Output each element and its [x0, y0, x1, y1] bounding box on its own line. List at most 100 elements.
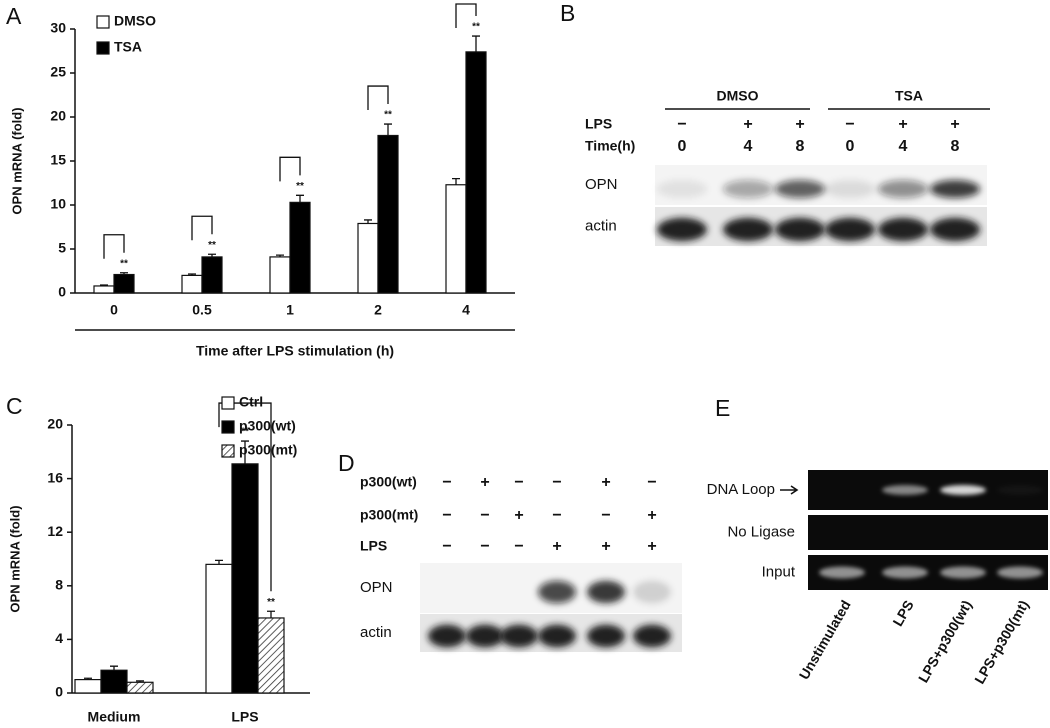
significance-mark: ** — [384, 110, 392, 121]
y-tick-label: 20 — [47, 416, 63, 432]
gel-row-label: DNA Loop — [707, 481, 775, 498]
band — [587, 580, 625, 604]
bar — [205, 563, 233, 694]
condition-sign: + — [950, 116, 959, 133]
bar — [465, 51, 487, 294]
condition-sign: − — [442, 507, 451, 524]
condition-sign: − — [480, 538, 489, 555]
row-label: p300(wt) — [360, 474, 417, 490]
band — [587, 624, 625, 648]
gel-band — [882, 485, 928, 495]
band — [930, 217, 980, 242]
bar — [231, 463, 259, 694]
band — [657, 217, 707, 242]
bar — [74, 678, 102, 694]
gel-band — [997, 485, 1043, 495]
gel-band — [940, 566, 986, 579]
error-bar — [208, 253, 216, 257]
gel-row-label: Input — [762, 563, 796, 580]
y-tick-label: 15 — [50, 152, 66, 168]
y-tick-label: 30 — [50, 20, 66, 36]
bar — [100, 669, 128, 694]
x-tick-label: LPS — [231, 709, 258, 725]
band — [723, 180, 773, 198]
x-tick-label: 0 — [110, 302, 118, 318]
panel-label: E — [715, 395, 730, 421]
band — [633, 624, 671, 648]
band — [878, 217, 928, 242]
band — [723, 217, 773, 242]
condition-sign: + — [898, 116, 907, 133]
significance-bracket — [191, 215, 213, 241]
gel-band — [997, 566, 1043, 579]
y-tick-label: 0 — [58, 284, 66, 300]
significance-mark: ** — [267, 597, 275, 608]
band — [538, 624, 576, 648]
condition-sign: − — [647, 474, 656, 491]
band-label: actin — [360, 624, 392, 641]
gel-row-label: No Ligase — [727, 523, 795, 540]
condition-sign: − — [514, 538, 523, 555]
error-bar — [472, 35, 480, 52]
error-bar — [364, 219, 372, 224]
legend-label: p300(mt) — [239, 442, 297, 458]
arrow — [780, 485, 799, 495]
condition-sign: − — [514, 474, 523, 491]
error-bar — [188, 273, 196, 276]
condition-sign: + — [601, 538, 610, 555]
x-axis-label: Time after LPS stimulation (h) — [196, 343, 394, 359]
bar — [201, 256, 223, 294]
error-bar — [100, 284, 108, 286]
group-label: TSA — [895, 88, 923, 104]
condition-sign: + — [795, 116, 804, 133]
error-bar — [84, 677, 92, 680]
error-bar — [110, 665, 118, 671]
significance-bracket — [103, 234, 125, 259]
condition-sign: + — [480, 474, 489, 491]
condition-sign: − — [552, 474, 561, 491]
band — [878, 180, 928, 198]
significance-bracket — [218, 402, 272, 592]
significance-bracket — [279, 156, 301, 182]
condition-sign: 0 — [678, 138, 687, 155]
condition-sign: − — [480, 507, 489, 524]
band — [775, 217, 825, 242]
x-tick-label: 1 — [286, 302, 294, 318]
band-label: OPN — [585, 176, 618, 193]
condition-sign: 4 — [744, 138, 753, 155]
y-tick-label: 10 — [50, 196, 66, 212]
row-label: LPS — [585, 116, 612, 132]
legend-label: DMSO — [114, 13, 156, 29]
legend-swatch — [221, 420, 235, 434]
band — [500, 624, 538, 648]
bar — [93, 285, 115, 294]
panel-label: D — [338, 450, 355, 476]
significance-mark: ** — [472, 22, 480, 33]
gel-band — [940, 485, 986, 495]
band — [930, 180, 980, 198]
band — [633, 580, 671, 604]
y-tick-label: 8 — [55, 577, 63, 593]
error-bar — [241, 440, 249, 464]
bar — [113, 273, 135, 294]
y-tick-label: 16 — [47, 469, 63, 485]
panel-label: C — [6, 393, 23, 419]
x-tick-label: 2 — [374, 302, 382, 318]
lane-label: Unstimulated — [796, 597, 854, 682]
condition-sign: − — [442, 538, 451, 555]
x-tick-label: 4 — [462, 302, 470, 318]
gel-band — [882, 566, 928, 579]
significance-mark: ** — [208, 240, 216, 251]
row-label: LPS — [360, 538, 387, 554]
condition-sign: 8 — [951, 138, 960, 155]
condition-sign: + — [552, 538, 561, 555]
band — [538, 580, 576, 604]
bar — [445, 184, 467, 294]
band — [825, 180, 875, 198]
legend-swatch — [221, 396, 235, 410]
y-tick-label: 20 — [50, 108, 66, 124]
condition-sign: + — [601, 474, 610, 491]
significance-mark: ** — [241, 427, 249, 438]
band-label: OPN — [360, 579, 393, 596]
gel-band — [819, 566, 865, 579]
